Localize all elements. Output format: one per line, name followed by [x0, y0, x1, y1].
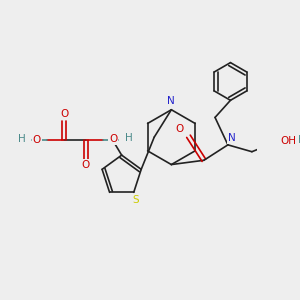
- Text: O: O: [82, 160, 90, 170]
- Text: H: H: [124, 133, 132, 143]
- Text: O: O: [109, 134, 117, 144]
- Text: O: O: [33, 135, 41, 145]
- Text: O: O: [176, 124, 184, 134]
- Text: H: H: [17, 134, 25, 144]
- Text: S: S: [132, 195, 139, 205]
- Text: N: N: [228, 133, 236, 143]
- Text: H: H: [298, 135, 300, 145]
- Text: O: O: [60, 109, 68, 119]
- Text: OH: OH: [281, 136, 297, 146]
- Text: N: N: [167, 96, 175, 106]
